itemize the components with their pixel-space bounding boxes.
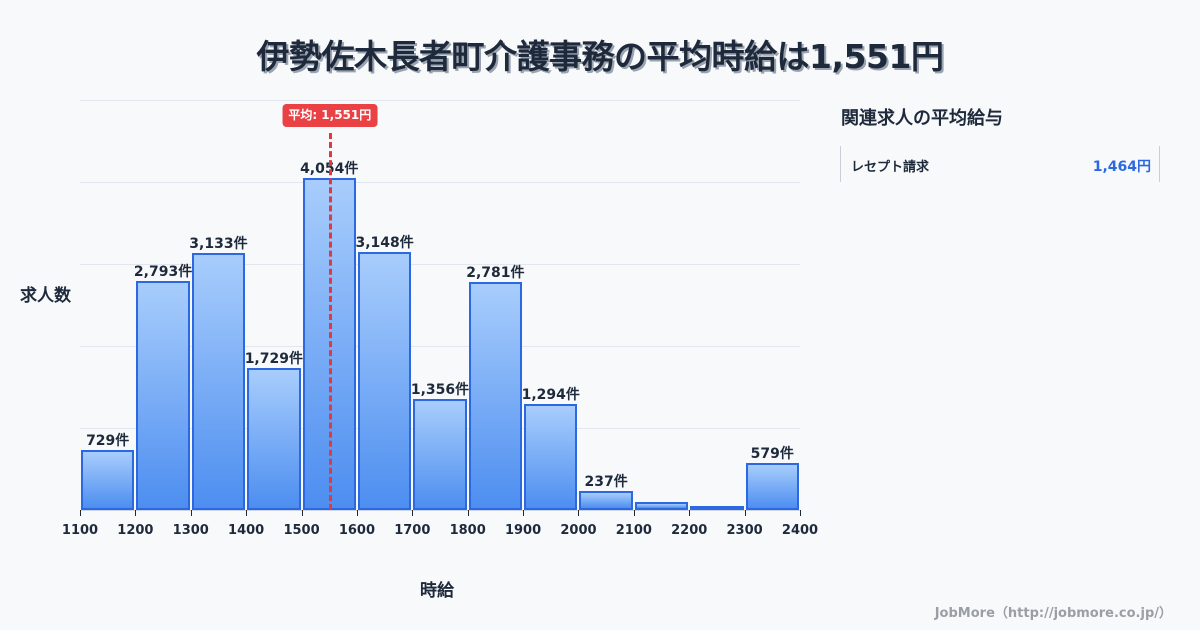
- x-tick-label: 1200: [117, 523, 154, 538]
- bar-value-label: 2,793件: [133, 263, 193, 280]
- x-tick: [246, 510, 248, 516]
- histogram-bar[interactable]: [81, 450, 135, 510]
- x-tick: [412, 510, 414, 516]
- histogram-bar[interactable]: [468, 281, 523, 510]
- page-title: 伊勢佐木長者町介護事務の平均時給は1,551円: [256, 37, 944, 76]
- x-tick-label: 1800: [449, 523, 486, 538]
- histogram-bar[interactable]: [524, 403, 578, 510]
- x-tick: [190, 510, 192, 516]
- x-tick: [80, 510, 81, 516]
- bar-value-label: 579件: [750, 445, 794, 462]
- bar-value-label: 2,781件: [466, 264, 525, 281]
- gridline: [80, 100, 800, 101]
- histogram-bar[interactable]: [136, 280, 190, 510]
- x-tick: [744, 510, 746, 516]
- mean-line: [328, 133, 332, 510]
- histogram-plot-area: 729件 2,793件 3,133件 1,729件 4,054件 3,148件 1,356件…: [80, 100, 800, 510]
- x-axis-label: 時給: [420, 581, 454, 601]
- x-tick: [800, 510, 801, 516]
- bar-value-label: 1,356件: [410, 381, 470, 398]
- x-axis-line: [80, 510, 800, 511]
- x-tick: [135, 510, 137, 516]
- bar-value-label: 729件: [86, 433, 130, 450]
- histogram-bar[interactable]: [690, 506, 744, 510]
- related-salary-title: 関連求人の平均給与: [841, 108, 1003, 129]
- bar-value-label: 3,133件: [189, 236, 248, 253]
- histogram-bar[interactable]: [634, 501, 689, 510]
- x-tick: [633, 510, 635, 516]
- x-tick-label: 2000: [560, 523, 597, 538]
- x-tick-label: 1900: [504, 523, 542, 538]
- footer-credit: JobMore（http://jobmore.co.jp/）: [934, 606, 1172, 621]
- x-tick-label: 2400: [781, 523, 819, 538]
- related-job-label: レセプト請求: [851, 160, 930, 175]
- mean-badge: 平均: 1,551円: [282, 104, 378, 127]
- x-tick-label: 1600: [338, 523, 376, 538]
- x-tick: [578, 510, 580, 516]
- x-tick-label: 2300: [726, 523, 763, 538]
- related-job-row[interactable]: レセプト請求 1,464円: [840, 146, 1160, 182]
- gridline: [80, 182, 800, 183]
- bar-value-label: 237件: [584, 473, 628, 490]
- x-tick-label: 2100: [615, 523, 652, 538]
- histogram-bar[interactable]: [247, 368, 301, 510]
- histogram-bar[interactable]: [745, 462, 799, 510]
- x-tick: [467, 510, 469, 516]
- bar-value-label: 3,148件: [355, 234, 414, 251]
- x-tick-label: 1700: [394, 523, 431, 538]
- x-tick-label: 1300: [172, 523, 209, 538]
- gridline: [80, 346, 800, 347]
- gridline: [80, 264, 800, 265]
- x-tick-label: 1100: [61, 523, 99, 538]
- histogram-bar[interactable]: [579, 490, 633, 510]
- bar-value-label: 1,729件: [244, 351, 303, 368]
- histogram-bar[interactable]: [413, 398, 467, 510]
- x-tick: [689, 510, 691, 516]
- histogram-bar[interactable]: [191, 253, 246, 510]
- x-tick: [356, 510, 358, 516]
- bar-value-label: 1,294件: [521, 386, 580, 403]
- x-tick: [523, 510, 525, 516]
- x-tick-label: 1500: [283, 523, 320, 538]
- related-job-value: 1,464円: [1092, 159, 1151, 175]
- y-axis-label: 求人数: [20, 286, 71, 306]
- histogram-bar[interactable]: [357, 251, 412, 510]
- x-tick-label: 2200: [671, 523, 708, 538]
- x-tick: [301, 510, 303, 516]
- x-tick-label: 1400: [228, 523, 265, 538]
